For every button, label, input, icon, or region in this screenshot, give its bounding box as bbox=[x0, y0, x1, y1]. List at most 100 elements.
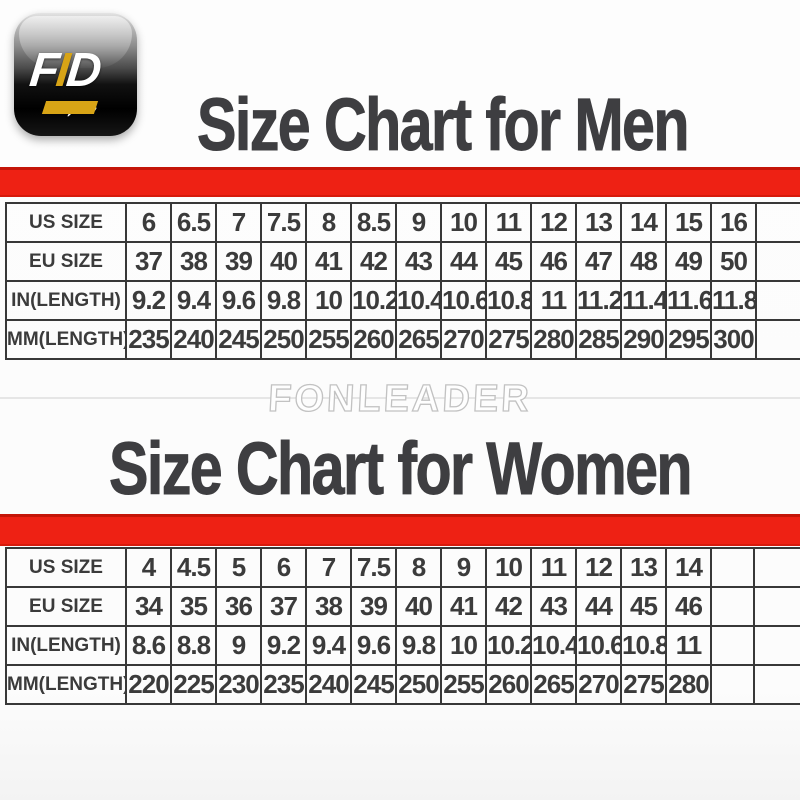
empty-cell bbox=[753, 586, 800, 627]
size-cell: 34 bbox=[125, 586, 172, 627]
women-size-table-grid: US SIZE 4 4.5 5 6 7 7.5 8 9 10 11 12 13 14 EU SIZE 34 35… bbox=[5, 547, 800, 705]
size-cell: 240 bbox=[305, 664, 352, 705]
table-row: MM(LENGTH) 235 240 245 250 255 260 265 270 275 280… bbox=[5, 319, 800, 360]
size-cell: 265 bbox=[530, 664, 577, 705]
row-label: MM(LENGTH) bbox=[5, 319, 127, 360]
size-cell: 41 bbox=[305, 241, 352, 282]
size-cell: 7 bbox=[305, 547, 352, 588]
size-cell: 9 bbox=[395, 202, 442, 243]
size-cell: 225 bbox=[170, 664, 217, 705]
row-label: EU SIZE bbox=[5, 241, 127, 282]
size-cell: 9.6 bbox=[350, 625, 397, 666]
size-cell: 45 bbox=[620, 586, 667, 627]
size-cell: 235 bbox=[125, 319, 172, 360]
table-row: MM(LENGTH) 220 225 230 235 240 245 250 255 260 265… bbox=[5, 664, 800, 705]
size-cell: 14 bbox=[620, 202, 667, 243]
size-cell: 11 bbox=[485, 202, 532, 243]
size-cell: 9.8 bbox=[395, 625, 442, 666]
size-cell: 40 bbox=[260, 241, 307, 282]
size-cell: 39 bbox=[215, 241, 262, 282]
table-row: IN(LENGTH) 8.6 8.8 9 9.2 9.4 9.6 9.8 10 10.2 10.4 1… bbox=[5, 625, 800, 666]
size-cell: 42 bbox=[485, 586, 532, 627]
size-cell: 6 bbox=[125, 202, 172, 243]
size-cell: 15 bbox=[665, 202, 712, 243]
size-cell: 9 bbox=[215, 625, 262, 666]
men-divider-bar bbox=[0, 167, 800, 197]
size-cell: 10.8 bbox=[485, 280, 532, 321]
row-label: US SIZE bbox=[5, 202, 127, 243]
empty-cell bbox=[710, 547, 755, 588]
size-cell: 9.4 bbox=[170, 280, 217, 321]
size-cell: 49 bbox=[665, 241, 712, 282]
row-label: IN(LENGTH) bbox=[5, 625, 127, 666]
size-cell: 240 bbox=[170, 319, 217, 360]
size-cell: 11.4 bbox=[620, 280, 667, 321]
size-cell: 9.8 bbox=[260, 280, 307, 321]
empty-cell bbox=[710, 664, 755, 705]
size-cell: 10 bbox=[485, 547, 532, 588]
size-cell: 12 bbox=[575, 547, 622, 588]
size-cell: 10 bbox=[305, 280, 352, 321]
gold-bar-icon bbox=[41, 100, 99, 114]
size-cell: 260 bbox=[350, 319, 397, 360]
size-cell: 11.8 bbox=[710, 280, 757, 321]
size-cell: 280 bbox=[665, 664, 712, 705]
table-row: IN(LENGTH) 9.2 9.4 9.6 9.8 10 10.2 10.4 10.6 10.8… bbox=[5, 280, 800, 321]
watermark-text: FONLEADER bbox=[267, 377, 534, 420]
empty-cell bbox=[755, 280, 800, 321]
size-cell: 8.8 bbox=[170, 625, 217, 666]
size-cell: 9 bbox=[440, 547, 487, 588]
size-cell: 270 bbox=[440, 319, 487, 360]
size-cell: 46 bbox=[530, 241, 577, 282]
men-section-title: Size Chart for Men bbox=[197, 83, 690, 166]
size-cell: 10.2 bbox=[485, 625, 532, 666]
women-size-table: US SIZE 4 4.5 5 6 7 7.5 8 9 10 11 12 13 14 EU SIZE 34 35… bbox=[5, 547, 800, 705]
size-cell: 255 bbox=[305, 319, 352, 360]
row-label: US SIZE bbox=[5, 547, 127, 588]
size-cell: 230 bbox=[215, 664, 262, 705]
size-cell: 290 bbox=[620, 319, 667, 360]
size-cell: 8 bbox=[305, 202, 352, 243]
size-cell: 295 bbox=[665, 319, 712, 360]
men-size-table-grid: US SIZE 6 6.5 7 7.5 8 8.5 9 10 11 12 13 14 15 16 EU SIZ… bbox=[5, 202, 800, 360]
size-cell: 9.6 bbox=[215, 280, 262, 321]
size-cell: 235 bbox=[260, 664, 307, 705]
size-cell: 41 bbox=[440, 586, 487, 627]
size-cell: 13 bbox=[575, 202, 622, 243]
logo-arrow-icon: → » bbox=[41, 90, 99, 124]
women-section-title: Size Chart for Women bbox=[109, 427, 693, 510]
table-row: US SIZE 4 4.5 5 6 7 7.5 8 9 10 11 12 13 14 bbox=[5, 547, 800, 588]
size-cell: 16 bbox=[710, 202, 757, 243]
size-cell: 46 bbox=[665, 586, 712, 627]
size-cell: 7.5 bbox=[350, 547, 397, 588]
size-cell: 6 bbox=[260, 547, 307, 588]
size-cell: 245 bbox=[215, 319, 262, 360]
size-cell: 37 bbox=[260, 586, 307, 627]
women-divider-bar bbox=[0, 514, 800, 546]
size-cell: 39 bbox=[350, 586, 397, 627]
size-cell: 10.2 bbox=[350, 280, 397, 321]
size-cell: 280 bbox=[530, 319, 577, 360]
size-cell: 38 bbox=[170, 241, 217, 282]
empty-cell bbox=[710, 586, 755, 627]
size-cell: 260 bbox=[485, 664, 532, 705]
empty-cell bbox=[753, 625, 800, 666]
size-cell: 265 bbox=[395, 319, 442, 360]
size-cell: 285 bbox=[575, 319, 622, 360]
size-cell: 9.4 bbox=[305, 625, 352, 666]
size-cell: 11.2 bbox=[575, 280, 622, 321]
size-cell: 300 bbox=[710, 319, 757, 360]
size-cell: 11 bbox=[530, 547, 577, 588]
size-cell: 44 bbox=[440, 241, 487, 282]
size-cell: 36 bbox=[215, 586, 262, 627]
size-cell: 45 bbox=[485, 241, 532, 282]
size-cell: 7.5 bbox=[260, 202, 307, 243]
size-cell: 4.5 bbox=[170, 547, 217, 588]
empty-cell bbox=[753, 664, 800, 705]
size-cell: 43 bbox=[530, 586, 577, 627]
size-cell: 4 bbox=[125, 547, 172, 588]
divider-line bbox=[0, 397, 800, 399]
size-cell: 7 bbox=[215, 202, 262, 243]
size-cell: 8 bbox=[395, 547, 442, 588]
size-cell: 11 bbox=[530, 280, 577, 321]
